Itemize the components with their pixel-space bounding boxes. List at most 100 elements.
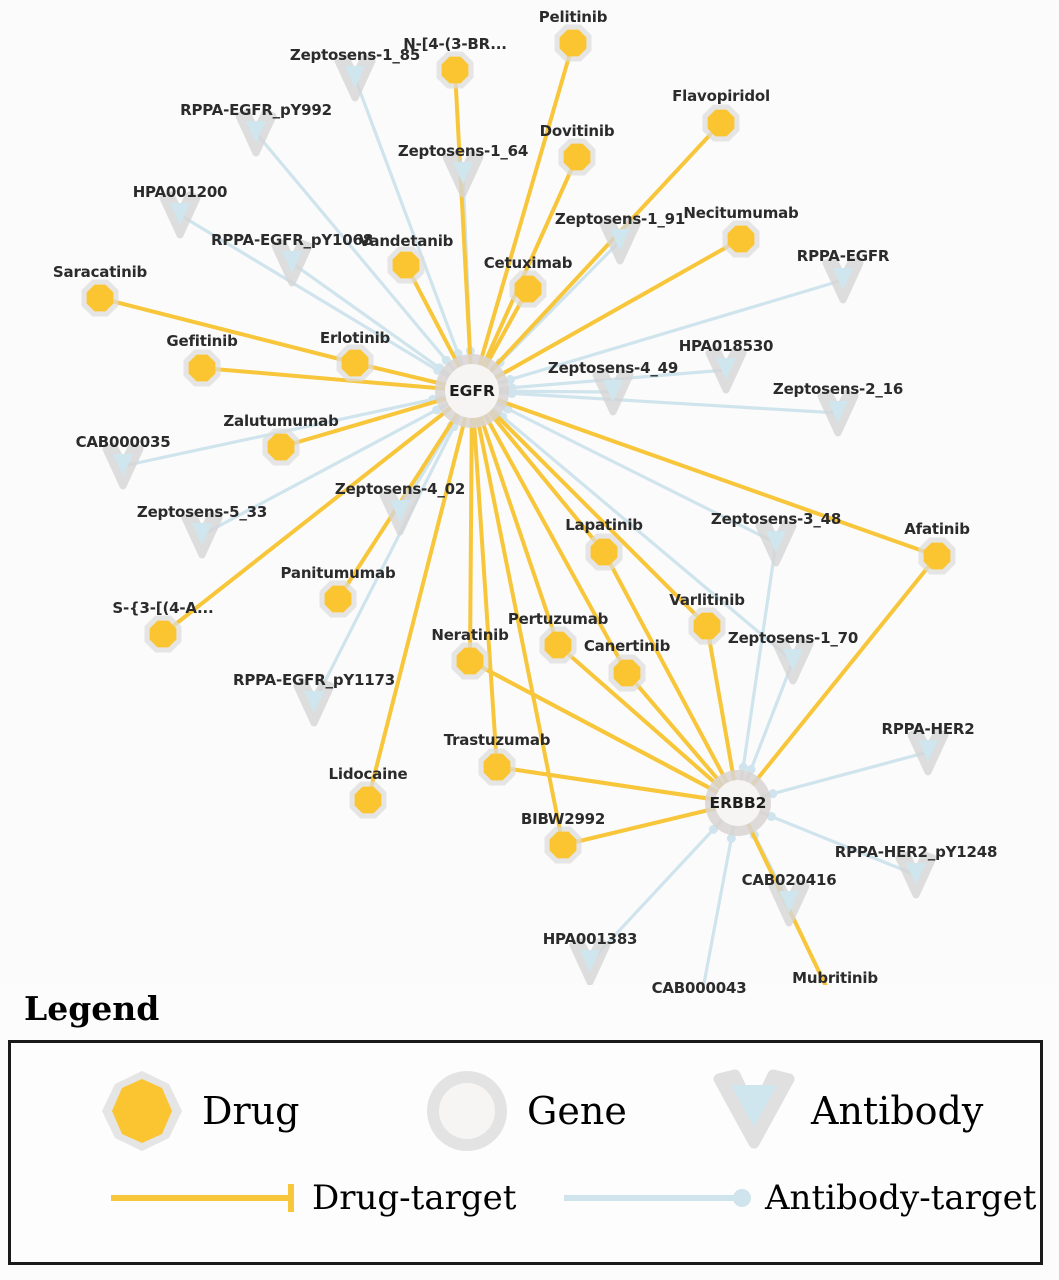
drug-node[interactable] — [478, 748, 516, 786]
drug-target-edge-icon — [111, 1184, 294, 1212]
antibody-node[interactable] — [895, 851, 937, 899]
antibody-node[interactable] — [755, 519, 797, 567]
legend-box: Drug Gene Antibody — [8, 1040, 1043, 1265]
drug-node[interactable] — [436, 51, 474, 89]
antibody-node[interactable] — [442, 150, 484, 198]
antibody-node-label: HPA018530 — [678, 337, 774, 355]
legend-label-drug-target: Drug-target — [312, 1178, 517, 1218]
antibody-chevron-fill — [828, 401, 848, 423]
antibody-node[interactable] — [271, 239, 313, 287]
antibody-target-edge — [471, 278, 844, 393]
gene-node-label: EGFR — [449, 382, 495, 400]
legend-label-gene: Gene — [527, 1089, 627, 1133]
drug-octagon-fill — [514, 275, 542, 303]
antibody-node-label: HPA001383 — [542, 930, 638, 948]
drug-octagon-fill — [727, 225, 755, 253]
drug-octagon-fill — [613, 659, 641, 687]
antibody-node[interactable] — [599, 217, 641, 265]
drug-octagon-fill — [707, 109, 735, 137]
drug-target-edge — [471, 389, 938, 558]
antibody-node[interactable] — [293, 679, 335, 727]
antibody-edge-endpoint — [505, 375, 515, 385]
antibody-target-edge — [471, 389, 839, 415]
antibody-node-label: Zeptosens-5_33 — [136, 503, 268, 521]
gene-circle-inner — [445, 364, 499, 418]
legend-item-drug: Drug — [96, 1065, 299, 1157]
antibody-node[interactable] — [159, 191, 201, 239]
antibody-node[interactable] — [569, 938, 611, 985]
drug-target-edge — [602, 551, 740, 804]
network-canvas[interactable]: N-[4-(3-BR... Pelitinib Flavopiridol Doviti… — [0, 0, 1059, 997]
drug-target-edge — [366, 390, 474, 801]
drug-target-edge — [470, 390, 565, 846]
drug-node[interactable] — [688, 607, 726, 645]
antibody-node-label: RPPA-EGFR — [796, 247, 890, 265]
drug-octagon-fill — [149, 620, 177, 648]
drug-node[interactable] — [319, 580, 357, 618]
antibody-node-label: HPA001200 — [132, 183, 228, 201]
antibody-node[interactable] — [592, 368, 634, 416]
drug-target-edge — [161, 389, 474, 636]
drug-node[interactable] — [608, 654, 646, 692]
drug-node[interactable] — [544, 826, 582, 864]
drug-target-edge — [469, 659, 739, 805]
drug-node[interactable] — [262, 428, 300, 466]
antibody-target-edge-icon — [564, 1189, 751, 1207]
drug-node[interactable] — [554, 24, 592, 62]
antibody-node[interactable] — [907, 728, 949, 776]
antibody-chevron-fill — [113, 454, 133, 476]
drug-octagon-fill — [590, 538, 618, 566]
drug-node-label: Lidocaine — [328, 765, 408, 783]
drug-node[interactable] — [509, 270, 547, 308]
antibody-node-label: RPPA-EGFR_pY1068 — [211, 231, 373, 249]
antibody-node-label: Zeptosens-4_02 — [334, 480, 466, 498]
drug-target-edge — [470, 390, 629, 674]
antibody-target-edge — [201, 389, 473, 537]
antibody-node[interactable] — [817, 389, 859, 437]
drug-node[interactable] — [387, 246, 425, 284]
drug-node-label: Pertuzumab — [507, 610, 609, 628]
drug-node[interactable] — [349, 781, 387, 819]
drug-node[interactable] — [451, 642, 489, 680]
drug-node-label: Vandetanib — [358, 232, 454, 250]
drug-node[interactable] — [702, 104, 740, 142]
drug-node[interactable] — [558, 138, 596, 176]
antibody-node-label: Zeptosens-1_64 — [397, 142, 529, 160]
antibody-node[interactable] — [102, 442, 144, 490]
antibody-chevron-fill — [918, 740, 938, 762]
antibody-node[interactable] — [768, 879, 810, 927]
legend-label-antibody: Antibody — [811, 1089, 984, 1133]
antibody-node[interactable] — [235, 109, 277, 157]
antibody-node-label: RPPA-EGFR_pY1173 — [233, 671, 395, 689]
drug-node[interactable] — [183, 349, 221, 387]
drug-node[interactable] — [336, 344, 374, 382]
drug-node[interactable] — [144, 615, 182, 653]
antibody-chevron-fill — [282, 251, 302, 273]
drug-node[interactable] — [918, 537, 956, 575]
drug-octagon-fill — [693, 612, 721, 640]
drug-node[interactable] — [585, 533, 623, 571]
antibody-node[interactable] — [181, 511, 223, 559]
drug-node-label: Neratinib — [431, 626, 509, 644]
antibody-node[interactable] — [822, 256, 864, 304]
antibody-node-label: RPPA-EGFR_pY992 — [180, 101, 332, 119]
antibody-node[interactable] — [705, 346, 747, 394]
antibody-node[interactable] — [334, 54, 376, 102]
drug-target-edge — [470, 42, 575, 392]
antibody-node-label: Zeptosens-1_91 — [554, 210, 686, 228]
drug-node[interactable] — [722, 220, 760, 258]
gene-node[interactable] — [435, 354, 509, 428]
drug-node-label: Lapatinib — [565, 516, 643, 534]
drug-octagon-fill — [86, 284, 114, 312]
legend-item-drug-target: Drug-target — [106, 1178, 516, 1218]
gene-node[interactable] — [705, 770, 771, 836]
antibody-node[interactable] — [379, 488, 421, 536]
drug-node[interactable] — [81, 279, 119, 317]
antibody-chevron-fill — [304, 691, 324, 713]
drug-node[interactable] — [539, 626, 577, 664]
antibody-node[interactable] — [772, 637, 814, 685]
legend-item-antibody: Antibody — [711, 1065, 983, 1157]
antibody-edge-endpoint — [738, 762, 748, 772]
antibody-chevron-fill — [766, 531, 786, 553]
antibody-chevron-fill — [779, 891, 799, 913]
